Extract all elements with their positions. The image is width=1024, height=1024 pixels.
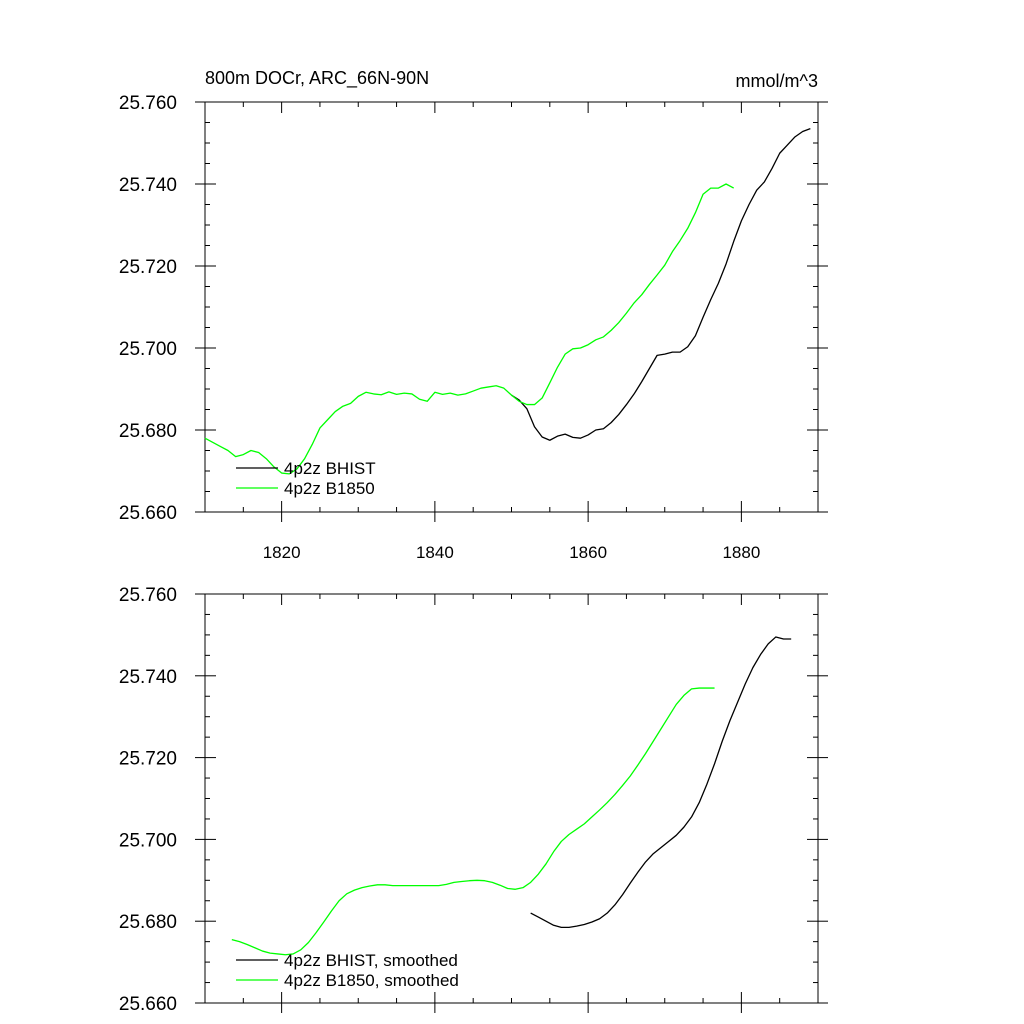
legend-label: 4p2z B1850, smoothed — [284, 971, 459, 990]
x-tick-label: 1820 — [263, 543, 301, 562]
y-tick-label: 25.740 — [119, 667, 177, 688]
y-tick-label: 25.680 — [119, 421, 177, 442]
x-tick-label: 1840 — [416, 543, 454, 562]
y-tick-label: 25.740 — [119, 175, 177, 196]
y-tick-label: 25.720 — [119, 749, 177, 770]
y-tick-label: 25.680 — [119, 912, 177, 933]
figure-units: mmol/m^3 — [736, 71, 818, 91]
y-tick-label: 25.720 — [119, 257, 177, 278]
series-line-bhist — [530, 636, 792, 928]
series-line-b1850 — [204, 183, 735, 475]
y-tick-label: 25.660 — [119, 503, 177, 524]
legend-label: 4p2z B1850 — [284, 479, 375, 498]
panel-top: 1820 1840 1860 1880 25.660 25.680 25.700 25.720… — [119, 93, 828, 562]
panel-bottom: 25.660 25.680 25.700 25.720 25.740 25.760 4p2z… — [119, 585, 828, 1015]
legend-label: 4p2z BHIST, smoothed — [284, 951, 458, 970]
y-tick-label: 25.660 — [119, 994, 177, 1015]
x-tick-label: 1860 — [569, 543, 607, 562]
figure-title: 800m DOCr, ARC_66N-90N — [205, 68, 429, 89]
series-line-bhist — [511, 128, 811, 441]
plot-frame — [204, 101, 819, 513]
y-tick-label: 25.700 — [119, 830, 177, 851]
y-tick-label: 25.760 — [119, 585, 177, 606]
series-line-b1850 — [231, 687, 715, 956]
y-tick-label: 25.700 — [119, 339, 177, 360]
y-tick-label: 25.760 — [119, 93, 177, 114]
plot-frame — [204, 593, 819, 1004]
x-tick-label: 1880 — [722, 543, 760, 562]
legend-label: 4p2z BHIST — [284, 459, 376, 478]
